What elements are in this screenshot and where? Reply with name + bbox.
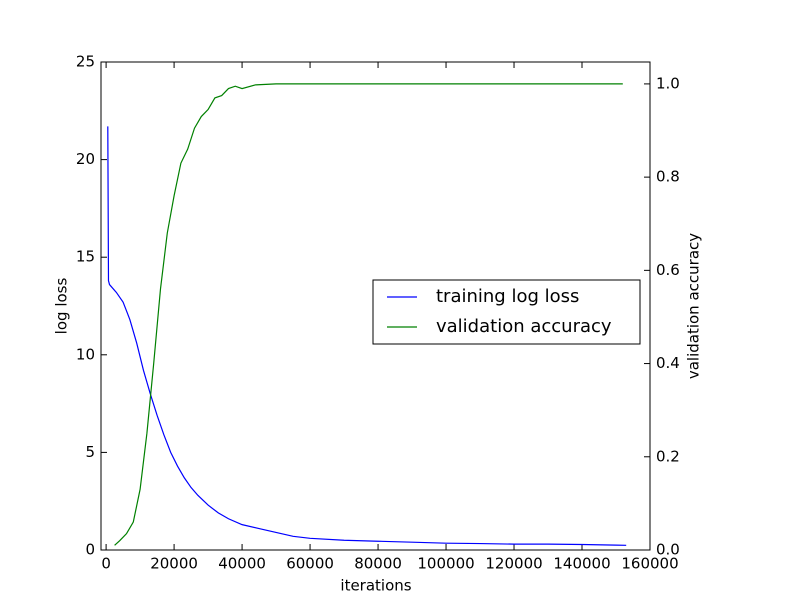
x-tick-label: 60000	[286, 555, 334, 573]
y-tick-label: 20	[76, 150, 95, 168]
y2-tick-label: 0.0	[656, 541, 680, 559]
x-axis-label: iterations	[340, 577, 411, 595]
legend-box	[372, 279, 641, 345]
y-tick-label: 15	[76, 248, 95, 266]
x-tick-label: 40000	[218, 555, 266, 573]
x-tick-label: 160000	[621, 555, 678, 573]
y-tick-label: 5	[85, 443, 95, 461]
x-tick-label: 100000	[417, 555, 474, 573]
y2-tick-label: 0.6	[656, 261, 680, 279]
y2-tick-label: 1.0	[656, 74, 680, 92]
plot-frame	[100, 61, 651, 551]
y2-axis-label: validation accuracy	[685, 233, 703, 379]
x-tick-label: 140000	[553, 555, 610, 573]
y-tick-label: 25	[76, 53, 95, 71]
y-tick-label: 10	[76, 345, 95, 363]
y2-tick-label: 0.8	[656, 168, 680, 186]
y-tick-label: 0	[85, 541, 95, 559]
line-series	[107, 126, 627, 546]
y2-tick-label: 0.4	[656, 354, 680, 372]
legend-label: validation accuracy	[436, 316, 612, 337]
x-tick-label: 0	[101, 555, 111, 573]
y-axis-label: log loss	[53, 278, 71, 335]
x-tick-label: 20000	[150, 555, 198, 573]
legend-label: training log loss	[436, 286, 579, 307]
x-tick-label: 120000	[485, 555, 542, 573]
x-tick-label: 80000	[354, 555, 402, 573]
line-series	[114, 83, 623, 546]
y2-tick-label: 0.2	[656, 447, 680, 465]
